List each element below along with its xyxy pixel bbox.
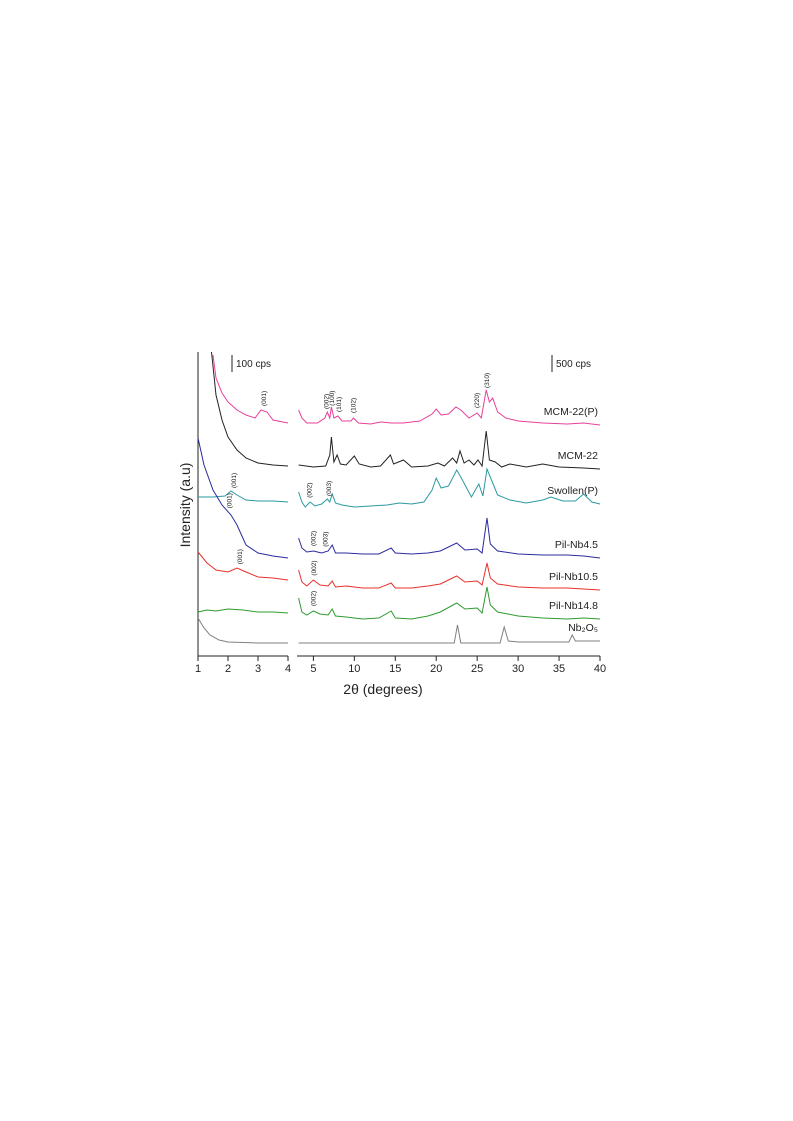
series-line [197, 551, 289, 581]
series-line [298, 467, 601, 508]
scale-label: 100 cps [236, 359, 271, 370]
series-label: MCM-22(P) [544, 406, 598, 418]
peak-annotation: (001) [227, 493, 234, 508]
series-line [298, 430, 601, 470]
series-line [197, 608, 289, 614]
peak-annotation: (102) [351, 398, 358, 413]
x-tick-label: 2 [225, 663, 231, 675]
x-tick-label: 1 [195, 663, 201, 675]
x-tick-label: 5 [310, 663, 316, 675]
peak-annotation: (002) [310, 591, 317, 606]
series-line [298, 586, 601, 620]
series-label: Pil-Nb14.8 [549, 600, 598, 612]
series-label: Swollen(P) [547, 485, 598, 497]
series-line [211, 351, 289, 467]
x-tick-label: 25 [471, 663, 483, 675]
peak-annotation: (001) [231, 473, 238, 488]
series-line [298, 517, 601, 559]
peak-annotation: (100) [329, 391, 336, 406]
series-label: MCM-22 [558, 450, 598, 462]
scale-label: 500 cps [556, 359, 591, 370]
series-line [197, 437, 289, 559]
peak-annotation: (003) [326, 481, 333, 496]
peak-annotation: (001) [261, 391, 268, 406]
x-tick-label: 20 [430, 663, 442, 675]
peak-annotation: (002) [306, 483, 313, 498]
peak-annotation: (002) [324, 394, 331, 409]
peak-annotation: (003) [323, 532, 330, 547]
series-label: Pil-Nb4.5 [555, 539, 598, 551]
peak-annotation: (002) [310, 531, 317, 546]
x-tick-label: 30 [512, 663, 524, 675]
x-tick-label: 15 [389, 663, 401, 675]
x-tick-label: 10 [348, 663, 360, 675]
series-line [198, 490, 289, 503]
series-line [298, 562, 601, 591]
x-tick-label: 4 [285, 663, 291, 675]
x-axis-label: 2θ (degrees) [343, 681, 422, 697]
series-label: Pil-Nb10.5 [549, 571, 598, 583]
peak-annotation: (001) [237, 549, 244, 564]
peak-annotation: (002) [311, 560, 318, 575]
series-line [298, 624, 600, 644]
series-line [197, 617, 288, 644]
x-tick-label: 3 [255, 663, 261, 675]
x-tick-label: 40 [594, 663, 606, 675]
y-axis-label: Intensity (a.u) [177, 463, 193, 548]
series-label: Nb₂O₅ [568, 622, 598, 634]
peak-annotation: (310) [484, 373, 491, 388]
peak-annotation: (101) [336, 397, 343, 412]
series-line [298, 389, 601, 426]
x-tick-label: 35 [553, 663, 565, 675]
series-line [212, 354, 289, 424]
peak-annotation: (220) [474, 393, 481, 408]
